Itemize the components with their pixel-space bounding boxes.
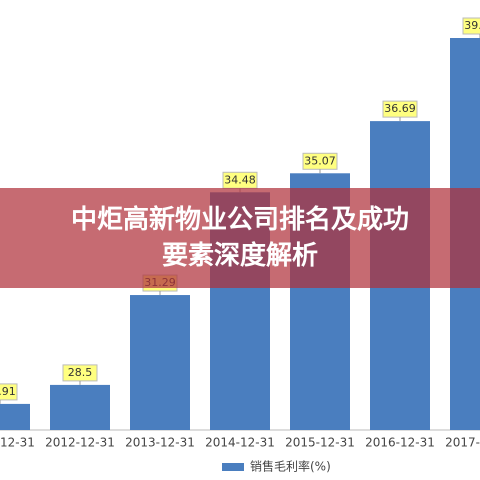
value-label: 34.48 xyxy=(224,173,256,186)
value-label: 36.69 xyxy=(384,102,416,115)
chart-title: 中炬高新物业公司排名及成功要素深度解析 xyxy=(70,205,409,271)
x-tick-label: 2011-12-31 xyxy=(0,436,35,450)
title-banner: 中炬高新物业公司排名及成功要素深度解析 xyxy=(0,188,480,288)
value-label: 28.5 xyxy=(68,366,93,379)
value-label-box xyxy=(462,17,480,35)
value-label: 35.07 xyxy=(304,154,336,167)
legend-swatch xyxy=(222,463,244,471)
bar xyxy=(130,295,190,430)
value-label: 39.27 xyxy=(464,19,480,32)
x-tick-label: 2013-12-31 xyxy=(125,436,195,450)
x-tick-label: 2016-12-31 xyxy=(365,436,435,450)
x-tick-label: 2012-12-31 xyxy=(45,436,115,450)
value-label-box xyxy=(0,383,18,401)
x-tick-label: 2017-12-31 xyxy=(445,436,480,450)
bar xyxy=(50,384,110,430)
value-label: 27.91 xyxy=(0,385,16,398)
x-tick-label: 2014-12-31 xyxy=(205,436,275,450)
x-tick-label: 2015-12-31 xyxy=(285,436,355,450)
bar xyxy=(0,403,30,430)
legend-label: 销售毛利率(%) xyxy=(250,459,331,474)
